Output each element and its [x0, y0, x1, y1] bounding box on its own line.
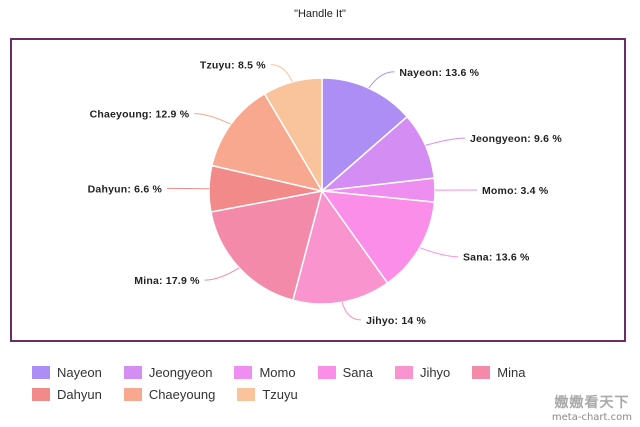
- slice-label-momo: Momo: 3.4 %: [482, 185, 549, 197]
- legend-label: Dahyun: [57, 386, 102, 402]
- pie-slice-tzuyu[interactable]: [263, 77, 323, 194]
- slice-label-dahyun: Dahyun: 6.6 %: [88, 183, 163, 195]
- pie-slice-sana[interactable]: [320, 190, 436, 285]
- watermark-site: meta-chart.com: [551, 412, 632, 423]
- legend-item-sana[interactable]: Sana: [317, 364, 373, 380]
- pie-slice-jihyo[interactable]: [291, 189, 389, 305]
- leader-line-sana: [419, 247, 458, 258]
- pie-slice-chaeyoung[interactable]: [211, 92, 324, 193]
- legend-label: Chaeyoung: [148, 386, 216, 402]
- legend: Nayeon Jeongyeon Momo Sana Jihyo Mina Dahyun Ch…: [32, 364, 632, 402]
- legend-swatch: [237, 387, 256, 401]
- slice-labels: Nayeon: 13.6 % Jeongyeon: 9.6 % Momo: 3.4 …: [88, 60, 562, 327]
- legend-swatch: [32, 387, 50, 401]
- leader-line-chaeyoung: [194, 113, 232, 125]
- legend-swatch: [234, 365, 253, 379]
- leader-line-jihyo: [341, 302, 362, 321]
- legend-swatch: [32, 365, 50, 379]
- legend-label: Momo: [259, 364, 296, 380]
- legend-swatch: [317, 365, 336, 379]
- legend-label: Tzuyu: [262, 386, 298, 402]
- legend-label: Jeongyeon: [148, 364, 213, 380]
- legend-label: Nayeon: [57, 364, 102, 380]
- legend-swatch: [123, 387, 142, 401]
- watermark: 嫐嫐看天下 meta-chart.com: [552, 392, 632, 423]
- legend-item-mina[interactable]: Mina: [472, 364, 525, 380]
- legend-label: Jihyo: [419, 364, 451, 380]
- legend-swatch: [394, 365, 413, 379]
- chart-frame: Nayeon: 13.6 % Jeongyeon: 9.6 % Momo: 3.4 …: [10, 38, 626, 342]
- slice-label-mina: Mina: 17.9 %: [134, 275, 200, 287]
- legend-item-momo[interactable]: Momo: [234, 364, 296, 380]
- pie-slice-nayeon[interactable]: [321, 77, 409, 193]
- legend-label: Sana: [342, 364, 373, 380]
- slice-label-tzuyu: Tzuyu: 8.5 %: [200, 60, 266, 72]
- pie-slice-mina[interactable]: [210, 190, 324, 302]
- chart-title: "Handle It": [294, 8, 346, 20]
- slice-label-sana: Sana: 13.6 %: [463, 252, 530, 264]
- pie-chart: Nayeon: 13.6 % Jeongyeon: 9.6 % Momo: 3.4 …: [88, 60, 562, 327]
- legend-item-dahyun[interactable]: Dahyun: [32, 386, 102, 402]
- legend-item-jeongyeon[interactable]: Jeongyeon: [123, 364, 213, 380]
- legend-swatch: [472, 365, 491, 379]
- legend-item-jihyo[interactable]: Jihyo: [394, 364, 451, 380]
- leader-line-tzuyu: [270, 64, 293, 83]
- leader-line-nayeon: [368, 71, 395, 89]
- legend-item-chaeyoung[interactable]: Chaeyoung: [123, 386, 216, 402]
- legend-item-tzuyu[interactable]: Tzuyu: [237, 386, 298, 402]
- slice-label-nayeon: Nayeon: 13.6 %: [399, 67, 479, 79]
- leader-line-mina: [204, 267, 240, 281]
- legend-swatch: [123, 365, 142, 379]
- leader-line-jeongyeon: [425, 137, 465, 146]
- legend-item-nayeon[interactable]: Nayeon: [32, 364, 102, 380]
- watermark-logo-text: 嫐嫐看天下: [554, 395, 630, 411]
- slice-label-jihyo: Jihyo: 14 %: [366, 315, 426, 327]
- legend-label: Mina: [497, 364, 526, 380]
- slice-label-chaeyoung: Chaeyoung: 12.9 %: [90, 109, 190, 121]
- slice-label-jeongyeon: Jeongyeon: 9.6 %: [470, 133, 562, 145]
